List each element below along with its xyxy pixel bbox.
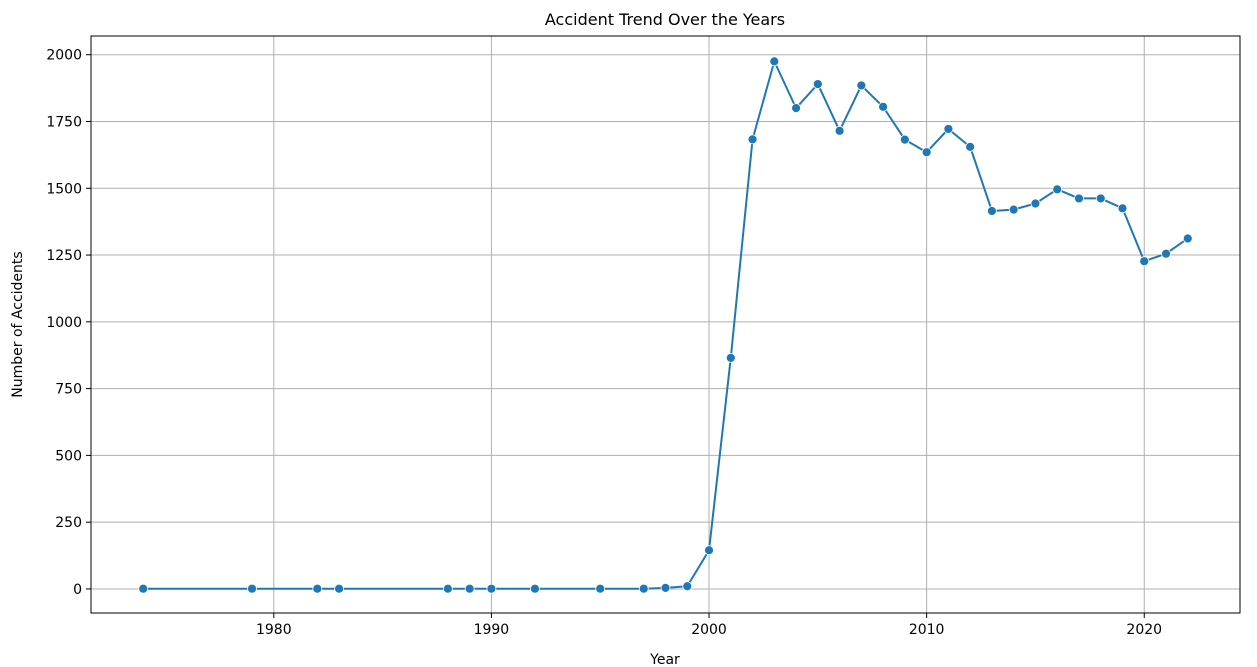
data-point: [1117, 203, 1128, 214]
data-point: [312, 583, 323, 594]
data-point: [138, 583, 149, 594]
data-point: [725, 352, 736, 363]
y-tick-label: 1750: [46, 114, 82, 130]
data-point: [1074, 193, 1084, 204]
data-point: [486, 583, 497, 594]
grid: [91, 36, 1240, 613]
data-point: [834, 125, 845, 136]
data-point: [1052, 184, 1063, 195]
data-point: [812, 79, 823, 89]
data-point: [856, 80, 867, 91]
data-point: [899, 134, 910, 145]
y-tick-label: 250: [55, 515, 82, 531]
series-layer: [138, 56, 1193, 594]
data-point: [791, 103, 801, 114]
y-tick-label: 0: [73, 582, 82, 598]
y-tick-label: 1250: [46, 248, 82, 264]
y-tick-label: 2000: [46, 48, 82, 64]
x-tick-label: 1990: [474, 622, 510, 638]
data-point: [747, 134, 758, 145]
data-point: [769, 56, 780, 67]
data-point: [1008, 204, 1019, 215]
y-tick-label: 500: [55, 448, 82, 464]
x-axis-label: Year: [649, 652, 680, 667]
data-point: [595, 583, 606, 594]
y-tick-label: 1000: [46, 315, 82, 331]
x-tick-label: 2010: [909, 622, 945, 638]
x-tick-label: 1980: [256, 622, 292, 638]
data-point: [965, 141, 976, 152]
data-point: [247, 583, 257, 594]
plot-frame: [90, 35, 1241, 614]
chart-title: Accident Trend Over the Years: [545, 10, 785, 29]
data-point: [1182, 233, 1193, 244]
series-line: [142, 60, 1189, 590]
data-point: [987, 206, 997, 216]
data-point: [660, 582, 671, 593]
data-point: [921, 147, 932, 158]
axis-ticks: 1980 1990 2000 2010 2020 0 250 500 750 1000 1250 15…: [46, 48, 1162, 638]
data-point: [1139, 256, 1150, 267]
data-point: [878, 101, 889, 112]
y-tick-label: 1500: [46, 181, 82, 197]
data-point: [1161, 248, 1171, 259]
data-point: [638, 583, 649, 594]
data-point: [704, 545, 714, 556]
data-point: [682, 581, 693, 592]
data-point: [530, 583, 540, 594]
x-tick-label: 2020: [1126, 622, 1162, 638]
data-point: [334, 583, 344, 594]
x-tick-label: 2000: [691, 622, 727, 638]
data-point: [1030, 198, 1041, 209]
data-point: [442, 583, 453, 594]
data-point: [943, 124, 954, 134]
y-axis-label: Number of Accidents: [10, 251, 26, 397]
data-point: [464, 583, 475, 594]
data-point: [1095, 193, 1106, 204]
y-tick-label: 750: [55, 382, 82, 398]
